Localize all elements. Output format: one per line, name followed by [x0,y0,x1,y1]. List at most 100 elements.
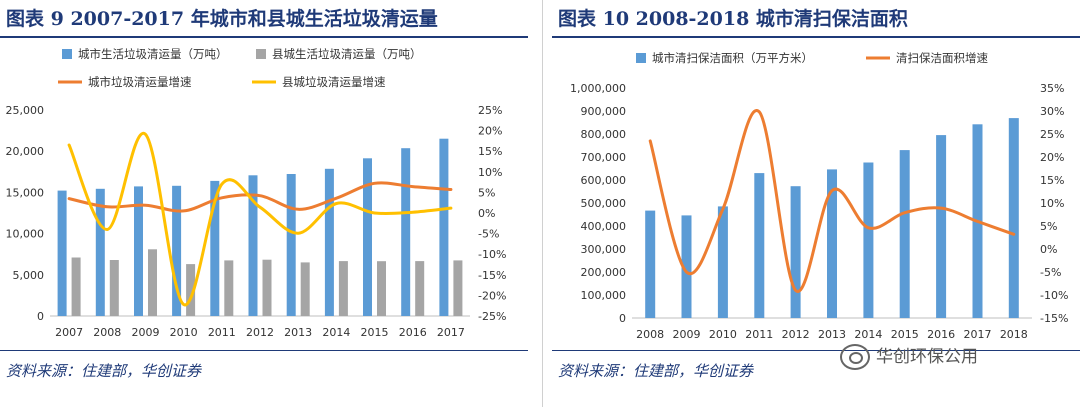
y-right-tick: 20% [478,125,502,138]
y-left-tick: 400,000 [581,220,627,233]
y-left-tick: 0 [619,312,626,325]
x-tick-label: 2014 [322,326,350,339]
y-right-tick: 25% [1040,128,1064,141]
y-right-tick: 30% [1040,105,1064,118]
x-tick-label: 2013 [818,328,846,341]
y-right-tick: 25% [478,104,502,117]
y-right-tick: 5% [1040,220,1057,233]
bar [210,180,220,316]
bar [377,261,386,316]
y-left-tick: 20,000 [6,145,45,158]
bar [148,249,157,316]
watermark-text: 华创环保公用 [876,347,978,367]
x-tick-label: 2011 [745,328,773,341]
legend-swatch [256,49,266,59]
x-tick-label: 2008 [93,326,121,339]
bar [717,206,728,318]
series-line [67,132,453,307]
x-tick-label: 2009 [673,328,701,341]
y-right-tick: -5% [478,228,499,241]
y-right-tick: -10% [478,248,506,261]
y-right-tick: 15% [1040,174,1064,187]
y-left-tick: 100,000 [581,289,627,302]
source-rule-right [552,350,1080,351]
bar [71,257,81,316]
title-rule-left [0,36,528,38]
title-rule-right [552,36,1080,38]
bar [57,190,67,316]
bar [338,261,348,316]
bar [1008,118,1019,318]
bar [681,215,692,318]
x-tick-label: 2012 [782,328,810,341]
panel-divider [542,0,543,407]
bar [286,174,296,316]
y-right-tick: -20% [478,289,506,302]
x-tick-label: 2008 [636,328,664,341]
x-tick-label: 2016 [399,326,427,339]
y-right-tick: 20% [1040,151,1064,164]
y-left-tick: 500,000 [581,197,627,210]
source-right: 资料来源：住建部，华创证券 [558,362,754,380]
bar [936,135,947,318]
x-tick-label: 2011 [208,326,236,339]
bar [363,158,372,316]
y-left-tick: 25,000 [6,104,45,117]
x-tick-label: 2018 [1000,328,1028,341]
legend-label: 县城生活垃圾清运量（万吨） [272,47,422,61]
bar [401,148,411,316]
bar [172,185,182,316]
bar [95,188,105,316]
x-tick-label: 2013 [284,326,312,339]
y-left-tick: 600,000 [581,174,627,187]
source-left: 资料来源：住建部，华创证券 [6,362,202,380]
chart-right: 1,000,000 900,000 800,000 700,000 600,000 500… [570,51,1068,341]
y-left-tick: 10,000 [6,228,45,241]
series-line [67,181,453,213]
x-tick-label: 2015 [891,328,919,341]
bar [186,264,196,316]
x-tick-label: 2014 [854,328,882,341]
y-right-tick: -10% [1040,289,1068,302]
y-right-tick: -15% [1040,312,1068,325]
x-tick-label: 2017 [963,328,991,341]
y-left-tick: 900,000 [581,105,627,118]
bar [899,150,910,318]
chart-panel-right: 图表 10 2008-2018 城市清扫保洁面积 1,000,000 900,00… [552,0,1080,407]
bar [248,175,258,316]
y-right-tick: 15% [478,145,502,158]
y-left-tick: 200,000 [581,266,627,279]
legend-swatch [62,49,72,59]
chart-title-right: 图表 10 2008-2018 城市清扫保洁面积 [558,8,908,30]
chart-panel-left: 图表 9 2007-2017 年城市和县城生活垃圾清运量 25,000 20,00… [0,0,528,407]
legend-label: 县城垃圾清运量增速 [282,75,386,89]
x-tick-label: 2007 [55,326,83,339]
bar [645,210,656,318]
legend-label: 城市垃圾清运量增速 [88,75,192,89]
source-rule-left [0,350,528,351]
y-right-tick: 5% [478,186,495,199]
series-line [648,108,1016,293]
y-left-tick: 15,000 [6,186,45,199]
bar [109,260,119,316]
y-right-tick: -25% [478,310,506,323]
bar [224,260,234,316]
bar [324,168,334,316]
y-right-tick: 10% [1040,197,1064,210]
y-left-tick: 1,000,000 [570,82,626,95]
bar [790,186,801,318]
y-left-tick: 0 [37,310,44,323]
bar [262,259,272,316]
x-tick-label: 2010 [170,326,198,339]
y-left-tick: 800,000 [581,128,627,141]
legend-label: 城市清扫保洁面积（万平方米） [652,51,813,65]
y-right-tick: 0% [478,207,495,220]
y-left-tick: 5,000 [13,269,45,282]
bar [863,162,874,318]
legend-swatch [636,53,646,63]
bar [134,186,143,316]
watermark: 华创环保公用 [840,344,978,370]
y-left-tick: 700,000 [581,151,627,164]
y-right-tick: -15% [478,269,506,282]
legend-label: 城市生活垃圾清运量（万吨） [78,47,228,61]
